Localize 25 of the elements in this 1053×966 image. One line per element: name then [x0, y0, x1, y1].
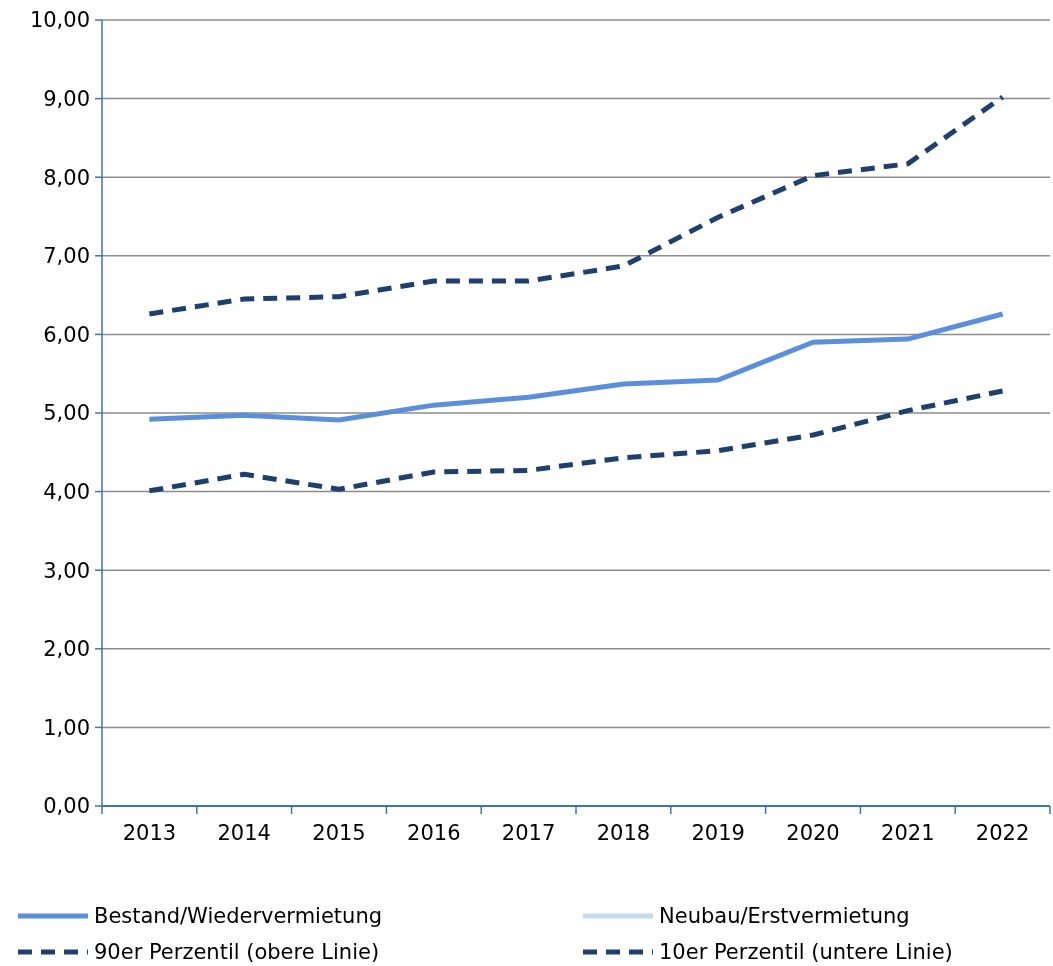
y-tick-label: 6,00	[43, 322, 90, 347]
x-tick-label: 2016	[407, 821, 461, 845]
x-tick-label: 2015	[312, 821, 366, 845]
y-tick-label: 4,00	[43, 479, 90, 504]
x-tick-label: 2021	[881, 821, 935, 845]
legend-label: Bestand/Wiedervermietung	[94, 904, 383, 929]
y-tick-label: 2,00	[43, 637, 90, 662]
x-tick-label: 2018	[596, 821, 651, 845]
legend-label: 90er Perzentil (obere Linie)	[94, 940, 380, 965]
y-tick-label: 5,00	[43, 401, 90, 426]
x-tick-label: 2014	[217, 821, 271, 845]
y-tick-label: 8,00	[43, 165, 90, 190]
y-tick-label: 0,00	[43, 794, 90, 819]
y-tick-label: 1,00	[43, 715, 90, 740]
x-tick-label: 2017	[501, 821, 556, 845]
legend-label: 10er Perzentil (untere Linie)	[659, 940, 953, 965]
x-tick-label: 2013	[122, 821, 177, 845]
y-tick-label: 7,00	[43, 244, 90, 269]
x-tick-label: 2019	[691, 821, 745, 845]
y-tick-label: 9,00	[43, 86, 90, 111]
legend-label: Neubau/Erstvermietung	[659, 904, 910, 929]
y-tick-label: 3,00	[43, 558, 90, 583]
x-tick-label: 2020	[786, 821, 840, 845]
x-tick-label: 2022	[975, 821, 1030, 845]
y-tick-label: 10,00	[29, 8, 90, 33]
